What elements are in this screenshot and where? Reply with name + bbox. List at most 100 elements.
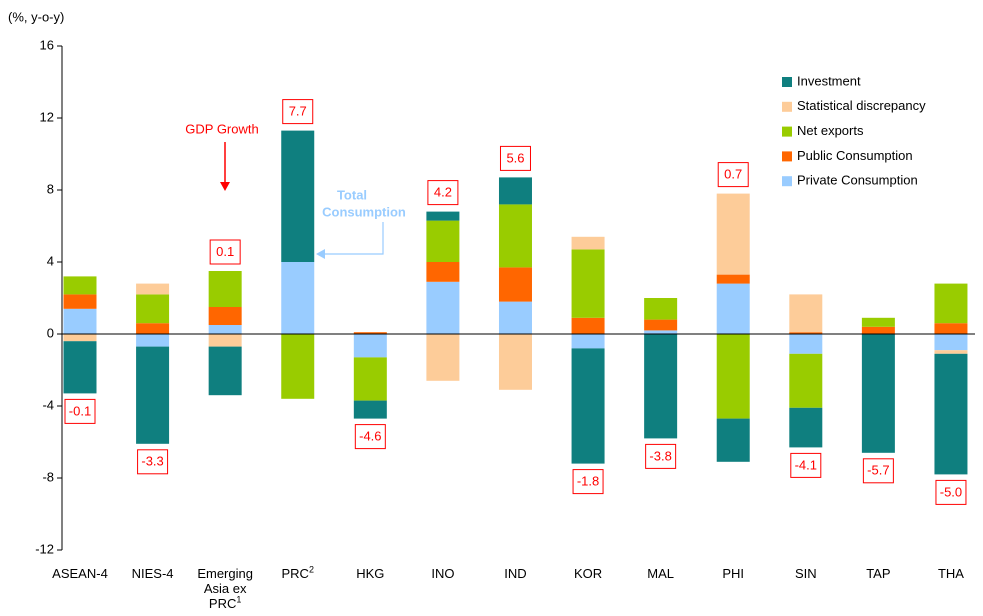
x-tick-label: TAP [846,566,910,581]
bar-segment [498,204,532,268]
gdp-label-box [717,162,749,188]
gdp-label-box [790,452,822,478]
category-text: KOR [573,566,603,581]
bar-segment [136,323,170,334]
category-text: TAP [866,566,891,581]
x-tick-label: NIES-4 [121,566,185,581]
bar-segment [63,294,97,309]
gdp-label-box [572,469,604,495]
legend-label: Public Consumption [797,148,913,163]
bar-segment [426,334,460,381]
category-text: INO [431,566,455,581]
bar-segment [63,334,97,342]
bar-segment [644,319,678,331]
legend-label: Investment [797,73,861,88]
bar-segment [861,334,895,453]
bar-segment [571,249,605,318]
category-text: MAL [647,566,674,581]
bar-segment [426,220,460,262]
bar-segment [498,177,532,205]
bar-segment [136,346,170,444]
bar-segment [208,325,242,334]
x-tick-label: Emerging Asia ex PRC1 [193,566,257,611]
bar-segment [136,283,170,295]
bar-segment [571,236,605,250]
gdp-label: -0.1 [69,403,91,418]
y-tick-label: 8 [47,181,54,196]
bar-segment [281,334,315,399]
bar-segment [498,267,532,302]
y-tick-label: 16 [40,37,54,52]
y-tick-label: -8 [42,469,54,484]
bar-segment [353,357,387,401]
x-tick-label: THA [919,566,983,581]
bar-segment [644,330,678,334]
y-tick-label: -4 [42,397,54,412]
bar-segment [353,400,387,419]
gdp-label-box [64,398,96,424]
category-text: HKG [356,566,385,581]
gdp-label-box [645,443,677,469]
bar-segment [934,334,968,351]
bar-segment [208,271,242,307]
category-text: ASEAN-4 [52,566,108,581]
gdp-label: 4.2 [434,185,452,200]
bar-segment [426,211,460,221]
gdp-label: -1.8 [577,474,599,489]
gdp-label: -4.1 [795,457,817,472]
bar-segment [281,262,315,334]
category-text: THA [937,566,964,581]
footnote-mark: 2 [308,564,314,575]
bar-segment [498,301,532,334]
y-axis-label: (%, y-o-y) [8,9,64,24]
y-tick-label: 4 [47,253,54,268]
gdp-label: -5.7 [867,463,889,478]
bar-segment [208,307,242,325]
gdp-label: -5.0 [940,484,962,499]
legend-swatch [782,151,792,162]
legend-label: Net exports [797,123,864,138]
arrow-head [220,182,230,191]
x-tick-label: PRC2 [266,564,330,581]
bar-segment [716,418,750,462]
bar-segment [63,308,97,334]
legend-swatch [782,176,792,187]
bar-segment [789,407,823,448]
annotation: Total [337,187,367,202]
bar-segment [716,193,750,275]
bar-segment [63,276,97,295]
bar-segment [644,298,678,320]
category-text: PRC [281,566,309,581]
category-text: IND [504,566,527,581]
gdp-label-box [209,239,241,265]
x-tick-label: INO [411,566,475,581]
annotation: GDP Growth [185,121,258,136]
category-text: Emerging Asia ex PRC [197,566,253,611]
bar-segment [789,332,823,334]
bar-segment [571,334,605,349]
bar-segment [789,334,823,354]
arrow-head [316,249,325,259]
gdp-label-box [282,99,314,125]
category-text: NIES-4 [131,566,174,581]
gdp-label-box [354,424,386,450]
bar-segment [716,283,750,334]
x-tick-label: KOR [556,566,620,581]
annotation: Consumption [322,204,406,219]
bar-segment [934,350,968,354]
legend-label: Statistical discrepancy [797,98,926,113]
y-tick-label: -12 [35,541,54,556]
legend-label: Private Consumption [797,173,918,188]
bar-segment [353,334,387,358]
bar-segment [861,317,895,327]
legend-swatch [782,126,792,137]
bar-segment [934,323,968,334]
gdp-label-box [862,458,894,484]
bar-segment [353,332,387,334]
bar-segment [644,334,678,439]
x-tick-label: ASEAN-4 [48,566,112,581]
gdp-label: 0.1 [216,244,234,259]
gdp-label-box [499,145,531,171]
